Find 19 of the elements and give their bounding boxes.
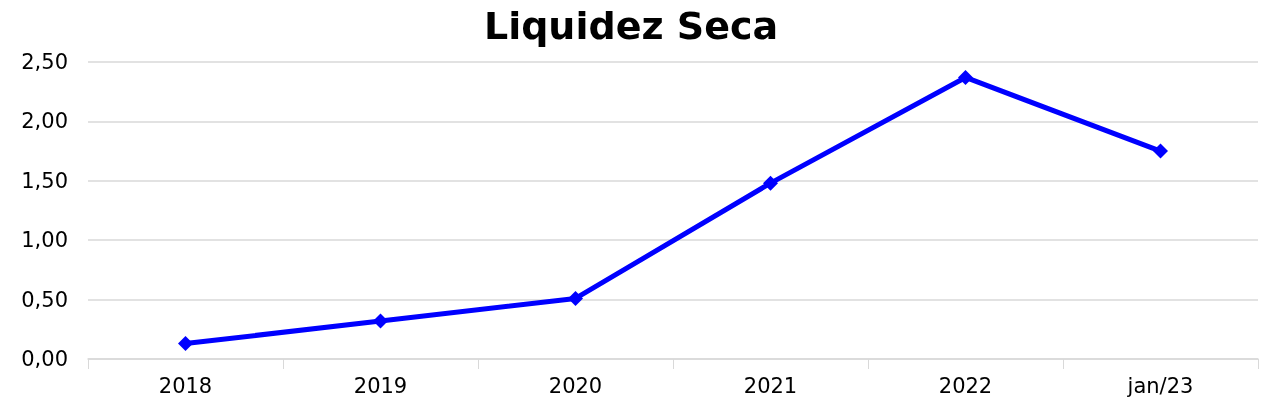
y-tick-label: 1,00 [21, 228, 68, 253]
chart-title: Liquidez Seca [483, 4, 779, 48]
y-tick-label: 1,50 [21, 168, 68, 193]
y-tick-label: 0,00 [21, 347, 68, 371]
x-tick-label: 2021 [743, 373, 798, 398]
x-tick-label: 2018 [158, 373, 213, 398]
point [568, 290, 583, 306]
point [178, 336, 193, 352]
x-tick-label: 2019 [353, 373, 408, 398]
point [373, 313, 388, 329]
y-tick-label: 0,50 [21, 287, 68, 312]
x-tick-label: jan/23 [1126, 373, 1194, 398]
point [1153, 143, 1168, 159]
point [763, 175, 778, 191]
y-tick-label: 2,00 [21, 109, 68, 134]
point [958, 69, 973, 85]
x-tick-label: 2022 [938, 373, 993, 398]
x-tick-label: 2020 [548, 373, 603, 398]
y-tick-label: 2,50 [21, 50, 68, 74]
